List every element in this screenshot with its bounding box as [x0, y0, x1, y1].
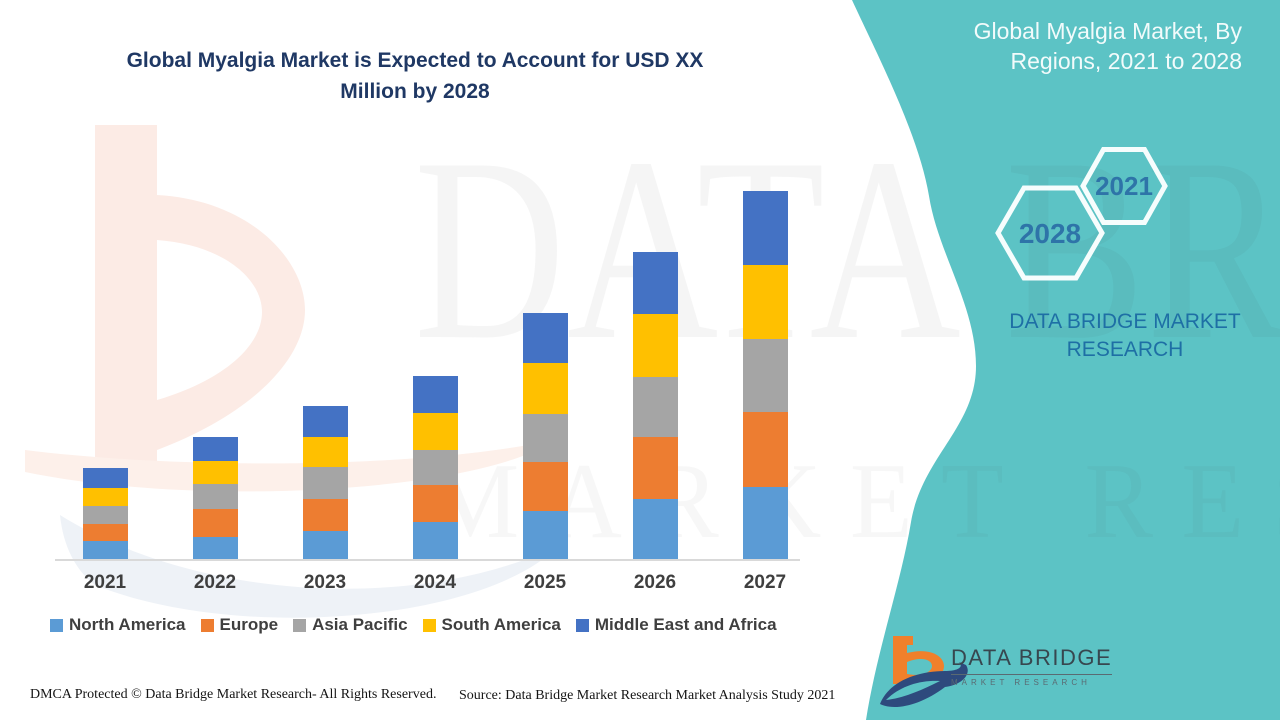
x-axis-label-2021: 2021	[83, 572, 127, 593]
stacked-bar-2027	[742, 191, 788, 559]
legend-swatch-asia-pacific	[293, 618, 307, 632]
chart-title-line2: Million by 2028	[340, 80, 490, 103]
legend-label-asia-pacific: Asia Pacific	[312, 615, 408, 634]
bar-segment-north-america-2022	[192, 537, 238, 559]
x-axis-label-2027: 2027	[743, 572, 787, 593]
bar-segment-middle-east-and-africa-2025	[522, 313, 568, 363]
bar-segment-europe-2027	[742, 412, 788, 487]
x-axis-label-2022: 2022	[193, 572, 237, 593]
legend-swatch-north-america	[50, 618, 63, 632]
legend-swatch-middle-east-and-africa	[575, 618, 589, 632]
bar-segment-europe-2024	[412, 485, 458, 522]
bar-segment-north-america-2021	[82, 541, 128, 559]
legend-label-north-america: North America	[69, 615, 186, 634]
bar-segment-asia-pacific-2027	[742, 339, 788, 412]
plot-area	[55, 190, 800, 561]
bar-segment-europe-2021	[82, 524, 128, 541]
stacked-bar-2024	[412, 376, 458, 559]
bar-segment-europe-2022	[192, 509, 238, 537]
bar-segment-north-america-2025	[522, 511, 568, 559]
bar-segment-south-america-2026	[632, 314, 678, 377]
bar-segment-asia-pacific-2025	[522, 414, 568, 462]
chart-legend: North America Europe Asia Pacific South Ame…	[50, 615, 840, 635]
chart-title: Global Myalgia Market is Expected to Acc…	[80, 45, 750, 107]
x-axis-label-2024: 2024	[413, 572, 457, 593]
stacked-bar-2026	[632, 252, 678, 559]
bar-segment-north-america-2027	[742, 487, 788, 559]
bar-segment-north-america-2026	[632, 499, 678, 559]
x-axis-label-2025: 2025	[523, 572, 567, 593]
bar-segment-south-america-2024	[412, 413, 458, 450]
watermark-swoosh-gray	[60, 515, 560, 618]
bar-segment-asia-pacific-2023	[302, 467, 348, 499]
legend-label-middle-east-and-africa: Middle East and Africa	[594, 615, 777, 634]
stacked-bar-2023	[302, 406, 348, 559]
side-panel-background	[852, 0, 1280, 720]
legend-item-middle-east-and-africa: Middle East and Africa	[575, 615, 777, 635]
x-axis-label-2023: 2023	[303, 572, 347, 593]
bar-segment-middle-east-and-africa-2024	[412, 376, 458, 413]
watermark-b-stem	[95, 125, 157, 470]
legend-swatch-europe	[200, 618, 214, 632]
bar-segment-middle-east-and-africa-2021	[82, 468, 128, 488]
bar-segment-north-america-2024	[412, 522, 458, 559]
stacked-bar-2021	[82, 468, 128, 559]
bar-segment-south-america-2022	[192, 461, 238, 484]
stacked-bar-2022	[192, 437, 238, 559]
bar-segment-asia-pacific-2022	[192, 484, 238, 509]
chart-title-line1: Global Myalgia Market is Expected to Acc…	[126, 49, 704, 72]
bar-segment-europe-2026	[632, 437, 678, 499]
bar-segment-middle-east-and-africa-2023	[302, 406, 348, 437]
bar-segment-asia-pacific-2021	[82, 506, 128, 524]
bar-segment-middle-east-and-africa-2026	[632, 252, 678, 314]
stacked-bar-2025	[522, 313, 568, 559]
legend-item-south-america: South America	[422, 615, 561, 635]
bar-segment-europe-2025	[522, 462, 568, 511]
x-axis-label-2026: 2026	[633, 572, 677, 593]
legend-item-asia-pacific: Asia Pacific	[293, 615, 408, 635]
x-axis-labels: 2021 2022 2023 2024 2025 2026 2027	[55, 572, 800, 598]
legend-label-europe: Europe	[219, 615, 279, 634]
legend-swatch-south-america	[422, 618, 436, 632]
bar-segment-europe-2023	[302, 499, 348, 531]
bar-segment-asia-pacific-2024	[412, 450, 458, 485]
bar-segment-south-america-2025	[522, 363, 568, 414]
watermark-b-bowl	[157, 195, 305, 450]
legend-item-north-america: North America	[50, 615, 186, 635]
bar-segment-middle-east-and-africa-2027	[742, 191, 788, 265]
bar-segment-middle-east-and-africa-2022	[192, 437, 238, 461]
legend-label-south-america: South America	[441, 615, 561, 634]
bar-segment-south-america-2027	[742, 265, 788, 339]
bar-segment-south-america-2023	[302, 437, 348, 467]
bar-segment-asia-pacific-2026	[632, 377, 678, 437]
bar-segment-south-america-2021	[82, 488, 128, 506]
legend-item-europe: Europe	[200, 615, 279, 635]
bar-segment-north-america-2023	[302, 531, 348, 559]
